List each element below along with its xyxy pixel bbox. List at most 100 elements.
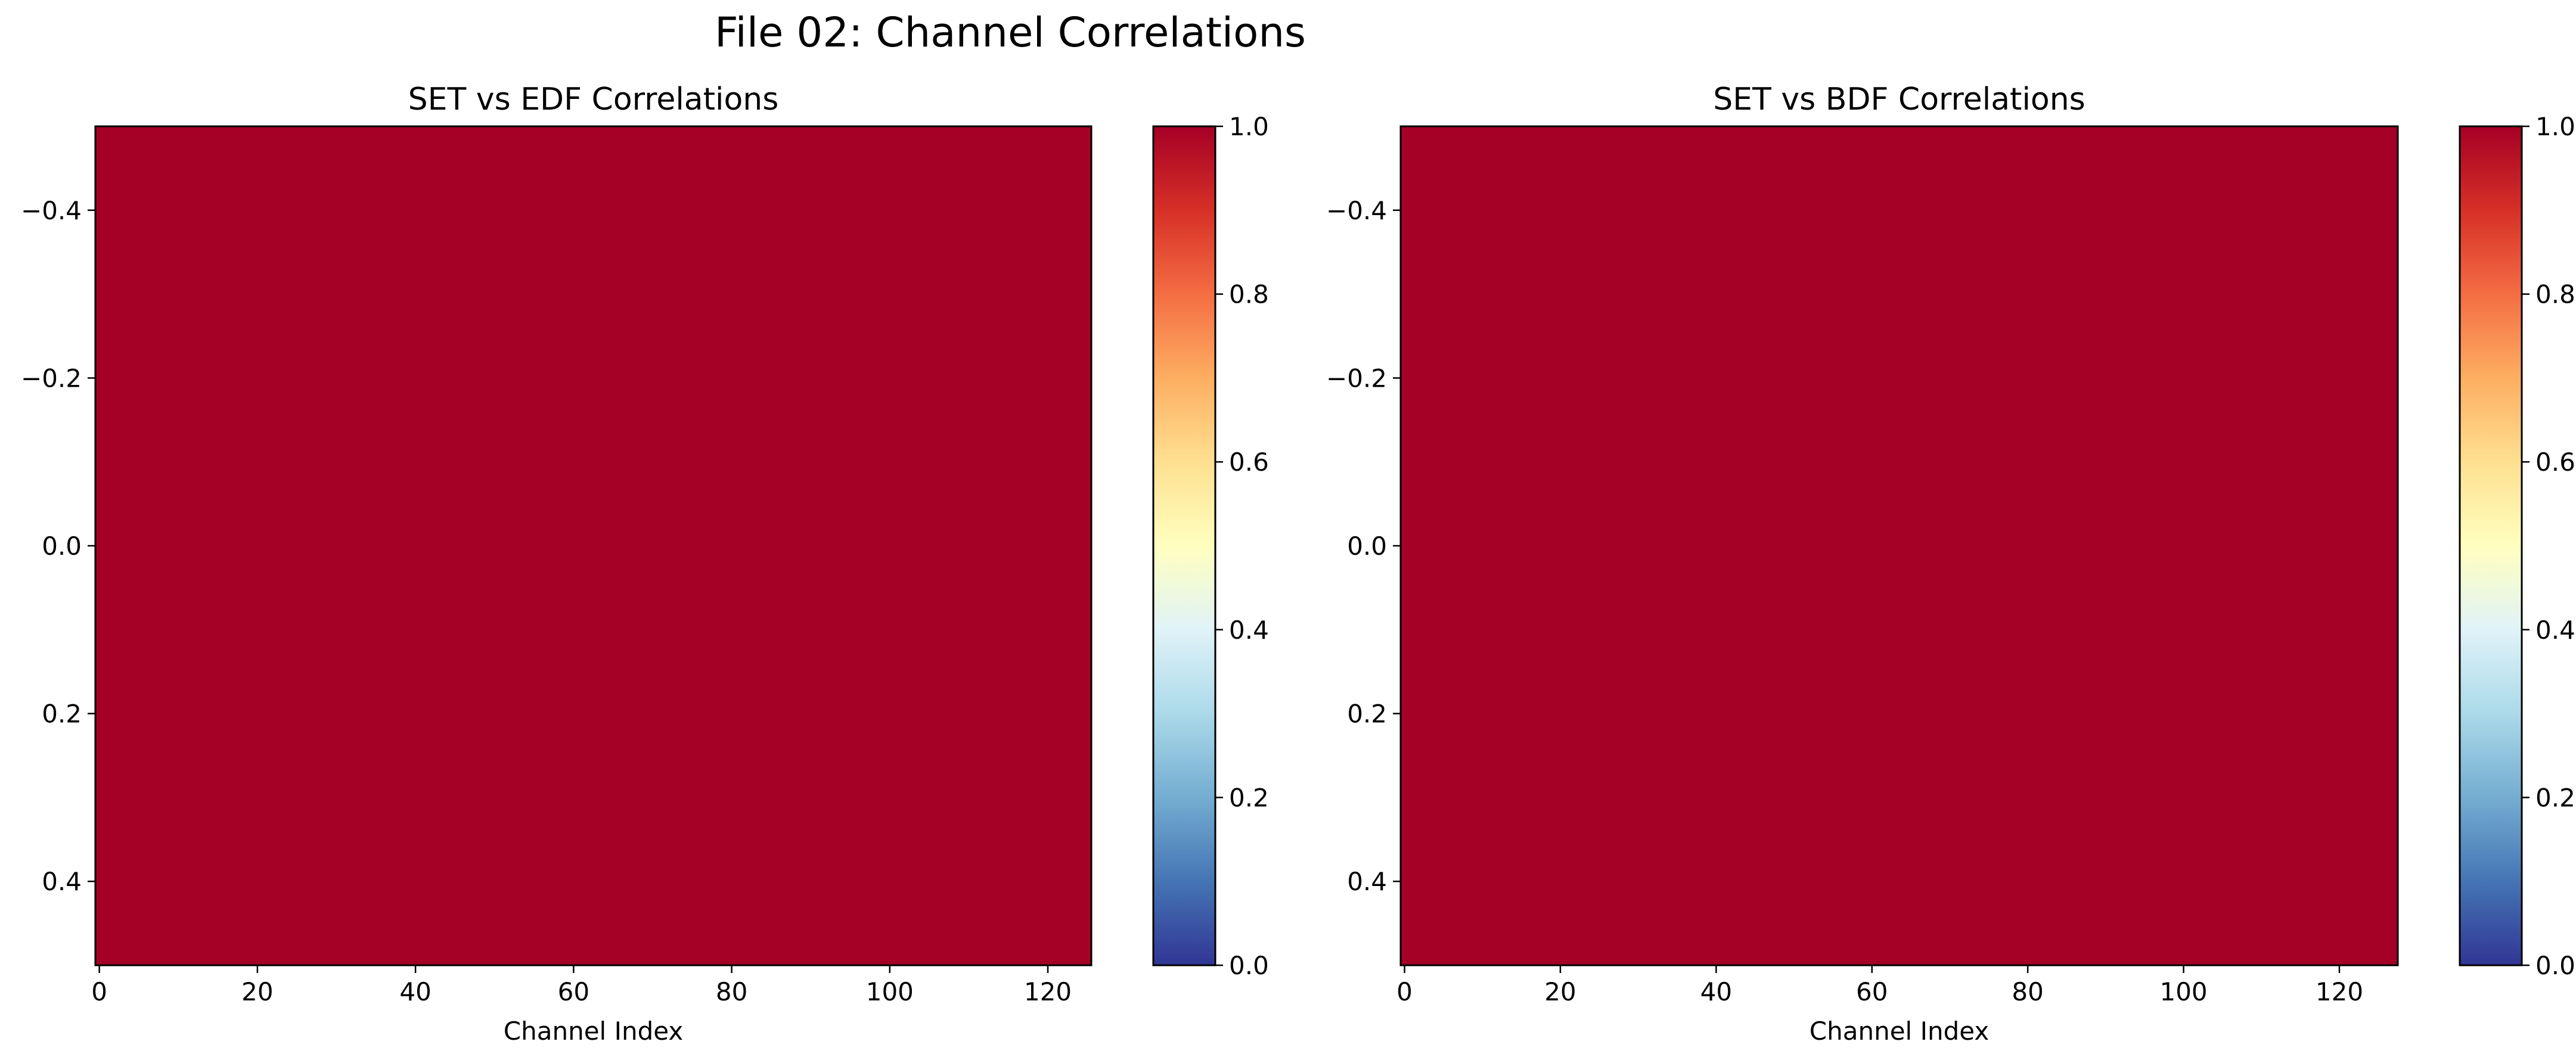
heatmap-panel-2: SET vs BDF Correlations 0 20 40 60 80 100 120 Ch… — [1326, 82, 2575, 1046]
heatmap-cell — [925, 126, 934, 966]
colorbar-frame — [1152, 125, 1216, 966]
heatmap-cell — [727, 126, 736, 966]
heatmap-cell — [1914, 126, 1923, 966]
heatmap-cell — [1603, 126, 1612, 966]
heatmap-cell — [135, 126, 144, 966]
heatmap-cell — [182, 126, 191, 966]
colorbar-gradient — [1153, 126, 1215, 965]
y-tick-label: 0.4 — [1347, 867, 1387, 896]
heatmap-cell — [372, 126, 381, 966]
y-tick-label: −0.2 — [1326, 363, 1387, 393]
axes-title: SET vs BDF Correlations — [1713, 82, 2085, 117]
heatmap-cell — [712, 126, 721, 966]
heatmap-cell — [348, 126, 357, 966]
heatmap-cell — [759, 126, 768, 966]
x-tick-label: 0 — [1396, 977, 1413, 1006]
heatmap-cell — [1868, 126, 1876, 966]
heatmap-cell — [277, 126, 285, 966]
heatmap-cell — [625, 126, 634, 966]
heatmap-cell — [443, 126, 452, 966]
heatmap-cell — [2296, 126, 2305, 966]
heatmap-cell — [838, 126, 847, 966]
heatmap-cell — [2242, 126, 2251, 966]
heatmap-cell — [988, 126, 997, 966]
heatmap-cell — [554, 126, 563, 966]
x-axis-label: Channel Index — [1810, 1017, 1989, 1046]
heatmap-cell — [253, 126, 262, 966]
heatmap-cell — [1059, 126, 1068, 966]
heatmap-cell — [1922, 126, 1931, 966]
heatmap-cell — [941, 126, 949, 966]
heatmap-cell — [751, 126, 760, 966]
heatmap-cell — [538, 126, 547, 966]
heatmap-cell — [704, 126, 713, 966]
heatmap-cell — [1020, 126, 1029, 966]
heatmap-cell — [957, 126, 966, 966]
heatmap-cell — [1767, 126, 1775, 966]
heatmap-cell — [1494, 126, 1503, 966]
heatmap-cell — [996, 126, 1005, 966]
heatmap-cell — [1610, 126, 1619, 966]
heatmap-cell — [2000, 126, 2009, 966]
heatmap-cell — [1401, 126, 1409, 966]
colorbar-tick-label: 0.6 — [2535, 447, 2575, 477]
heatmap-cell — [1533, 126, 1541, 966]
heatmap-cell — [973, 126, 981, 966]
heatmap-cell — [1455, 126, 1464, 966]
colorbar-tick-label: 0.4 — [1229, 616, 1269, 645]
heatmap-cell — [1564, 126, 1573, 966]
colorbar-tick-label: 0.8 — [1229, 280, 1269, 309]
heatmap-cell — [2257, 126, 2266, 966]
heatmap-cell — [174, 126, 183, 966]
heatmap-cell — [561, 126, 570, 966]
heatmap-cell — [1945, 126, 1954, 966]
heatmap-cell — [877, 126, 886, 966]
heatmap-cell — [2320, 126, 2328, 966]
heatmap-cell — [933, 126, 942, 966]
heatmap-cell — [1782, 126, 1791, 966]
heatmap-cell — [1432, 126, 1440, 966]
heatmap-cell — [569, 126, 578, 966]
heatmap-cell — [1587, 126, 1596, 966]
heatmap-cell — [1985, 126, 1993, 966]
colorbar-tick-label: 0.4 — [2535, 616, 2575, 645]
heatmap-cell — [814, 126, 823, 966]
heatmap-cell — [593, 126, 602, 966]
heatmap-cell — [142, 126, 151, 966]
heatmap-cell — [1548, 126, 1557, 966]
x-tick-label: 20 — [241, 977, 273, 1006]
heatmap-cell — [1501, 126, 1510, 966]
heatmap-cell — [1743, 126, 1752, 966]
heatmap-cell — [95, 126, 104, 966]
heatmap-cell — [459, 126, 467, 966]
heatmap-cell — [103, 126, 112, 966]
colorbar-tick-label: 0.0 — [1229, 951, 1269, 980]
heatmap-cell — [395, 126, 404, 966]
heatmap-cell — [269, 126, 278, 966]
colorbar-gradient — [2460, 126, 2522, 965]
heatmap-cell — [1992, 126, 2001, 966]
heatmap-cell — [1673, 126, 1682, 966]
heatmap-cell — [111, 126, 120, 966]
heatmap-cell — [1486, 126, 1495, 966]
heatmap-cell — [1727, 126, 1736, 966]
heatmap-cell — [1860, 126, 1869, 966]
heatmap-cell — [1665, 126, 1674, 966]
heatmap-cell — [506, 126, 515, 966]
heatmap-cell — [332, 126, 341, 966]
heatmap-cell — [127, 126, 135, 966]
x-axis-label: Channel Index — [504, 1017, 683, 1046]
heatmap-cell — [2335, 126, 2344, 966]
colorbar-frame — [2459, 125, 2523, 966]
heatmap-cell — [316, 126, 325, 966]
heatmap-cell — [2047, 126, 2056, 966]
heatmap-cell — [2234, 126, 2243, 966]
heatmap-cell — [1899, 126, 1908, 966]
heatmap-cell — [2374, 126, 2383, 966]
heatmap-cell — [514, 126, 523, 966]
heatmap-cell — [1821, 126, 1830, 966]
heatmap-cell — [300, 126, 309, 966]
heatmap-cell — [411, 126, 420, 966]
heatmap-cell — [1408, 126, 1417, 966]
heatmap-cell — [1517, 126, 1526, 966]
